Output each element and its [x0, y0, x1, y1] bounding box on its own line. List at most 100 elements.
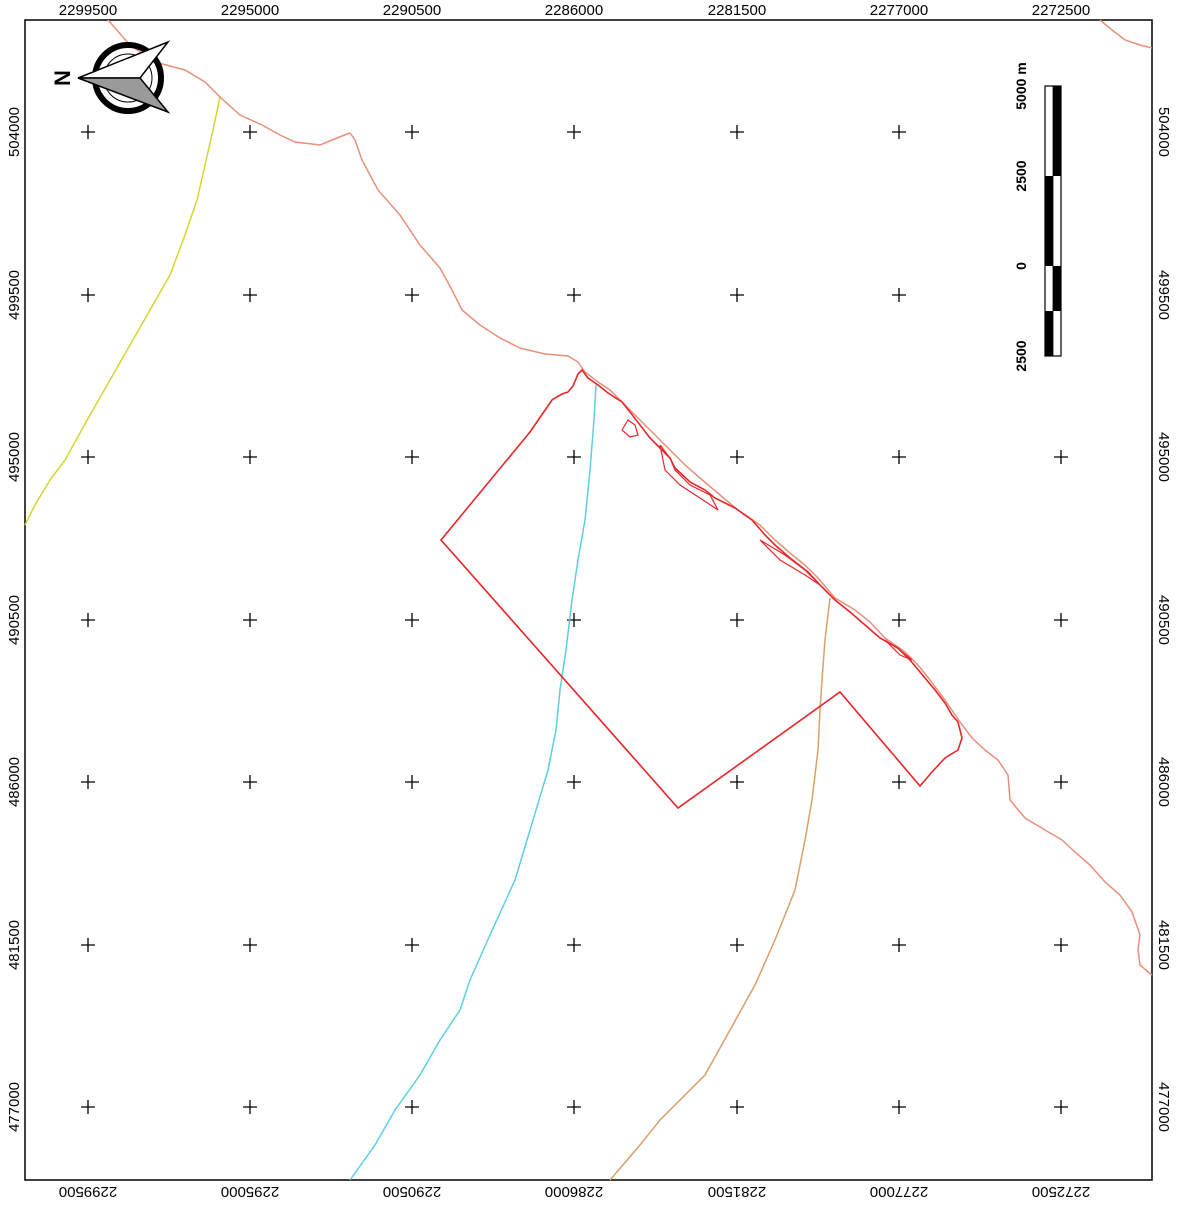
grid-cross [405, 613, 419, 627]
left-label-4: 490500 [6, 595, 23, 645]
grid-cross [892, 775, 906, 789]
right-coordinate-labels: 504000 499500 495000 490500 486000 48150… [1155, 107, 1172, 1132]
grid-cross [405, 288, 419, 302]
bottom-label-5: 2281500 [708, 1183, 766, 1200]
top-label-6: 2277000 [870, 2, 928, 19]
left-label-7: 477000 [6, 1082, 23, 1132]
grid-cross [1054, 775, 1068, 789]
grid-cross [730, 938, 744, 952]
grid-cross [730, 1100, 744, 1114]
boundary-island-4 [884, 639, 913, 661]
left-label-2: 499500 [6, 270, 23, 320]
grid-cross [1054, 1100, 1068, 1114]
grid-cross [81, 288, 95, 302]
top-label-4: 2286000 [545, 2, 603, 19]
grid-cross [405, 938, 419, 952]
orange-river-line [609, 597, 831, 1181]
cyan-river-line [349, 384, 597, 1181]
grid-cross [405, 1100, 419, 1114]
scale-label-0: 0 [1013, 262, 1029, 270]
grid-cross [243, 1100, 257, 1114]
grid-cross [243, 125, 257, 139]
grid-cross [892, 125, 906, 139]
scale-label-2500-left: 2500 [1013, 340, 1029, 371]
boundary-island-1 [621, 419, 639, 438]
bottom-label-6: 2277000 [870, 1183, 928, 1200]
grid-cross [730, 613, 744, 627]
grid-cross [730, 288, 744, 302]
bottom-label-1: 2299500 [59, 1183, 117, 1200]
grid-cross [730, 775, 744, 789]
left-coordinate-labels: 504000 499500 495000 490500 486000 48150… [6, 107, 23, 1132]
grid-cross [567, 938, 581, 952]
north-arrow-pointer-dark [77, 77, 171, 114]
bottom-label-4: 2286000 [545, 1183, 603, 1200]
bottom-label-2: 2295000 [221, 1183, 279, 1200]
coastline-top-right [1099, 19, 1153, 49]
grid-cross [892, 1100, 906, 1114]
grid-cross [405, 450, 419, 464]
grid-cross [81, 613, 95, 627]
grid-cross [243, 938, 257, 952]
grid-cross [1054, 613, 1068, 627]
top-label-7: 2272500 [1032, 2, 1090, 19]
bottom-coordinate-labels: 2299500 2295000 2290500 2286000 2281500 … [59, 1183, 1090, 1200]
scale-bar-seg-3 [1053, 266, 1061, 311]
right-label-2: 499500 [1155, 270, 1172, 320]
grid-cross [81, 775, 95, 789]
grid-cross [81, 125, 95, 139]
grid-cross [405, 775, 419, 789]
grid-cross [892, 938, 906, 952]
top-label-2: 2295000 [221, 2, 279, 19]
scale-label-2500: 2500 [1013, 160, 1029, 191]
top-coordinate-labels: 2299500 2295000 2290500 2286000 2281500 … [59, 2, 1090, 19]
grid-cross [1054, 938, 1068, 952]
right-label-5: 486000 [1155, 757, 1172, 807]
right-label-3: 495000 [1155, 432, 1172, 482]
left-label-1: 504000 [6, 107, 23, 157]
grid-cross [243, 775, 257, 789]
grid-cross [243, 450, 257, 464]
scale-bar-seg-1 [1053, 86, 1061, 176]
grid-cross [567, 775, 581, 789]
grid-cross [567, 450, 581, 464]
bottom-label-7: 2272500 [1032, 1183, 1090, 1200]
left-label-5: 486000 [6, 757, 23, 807]
yellow-road-line [24, 96, 221, 526]
grid-cross [81, 450, 95, 464]
scale-bar-seg-2 [1045, 176, 1053, 266]
grid-cross [243, 613, 257, 627]
grid-cross [1054, 450, 1068, 464]
top-label-1: 2299500 [59, 2, 117, 19]
grid-cross [567, 1100, 581, 1114]
boundary-island-3 [759, 539, 821, 586]
bottom-label-3: 2290500 [383, 1183, 441, 1200]
north-arrow-label: N [50, 70, 75, 86]
study-area-boundary [439, 368, 963, 810]
grid-cross [81, 1100, 95, 1114]
grid-cross [567, 125, 581, 139]
grid-cross [405, 125, 419, 139]
grid-cross [892, 450, 906, 464]
grid-cross [730, 125, 744, 139]
grid-crosses [81, 125, 1068, 1114]
grid-cross [730, 450, 744, 464]
scale-label-5000: 5000 m [1013, 62, 1029, 109]
top-label-3: 2290500 [383, 2, 441, 19]
right-label-1: 504000 [1155, 107, 1172, 157]
map-frame [24, 19, 1153, 1181]
grid-cross [892, 288, 906, 302]
scale-bar-seg-4 [1045, 311, 1053, 356]
left-label-6: 481500 [6, 920, 23, 970]
right-label-4: 490500 [1155, 595, 1172, 645]
left-label-3: 495000 [6, 432, 23, 482]
top-label-5: 2281500 [708, 2, 766, 19]
grid-cross [567, 288, 581, 302]
grid-cross [81, 938, 95, 952]
grid-cross [892, 613, 906, 627]
scale-bar: 5000 m 2500 0 2500 [1013, 62, 1062, 372]
right-label-7: 477000 [1155, 1082, 1172, 1132]
grid-cross [243, 288, 257, 302]
north-arrow: N [50, 40, 171, 114]
